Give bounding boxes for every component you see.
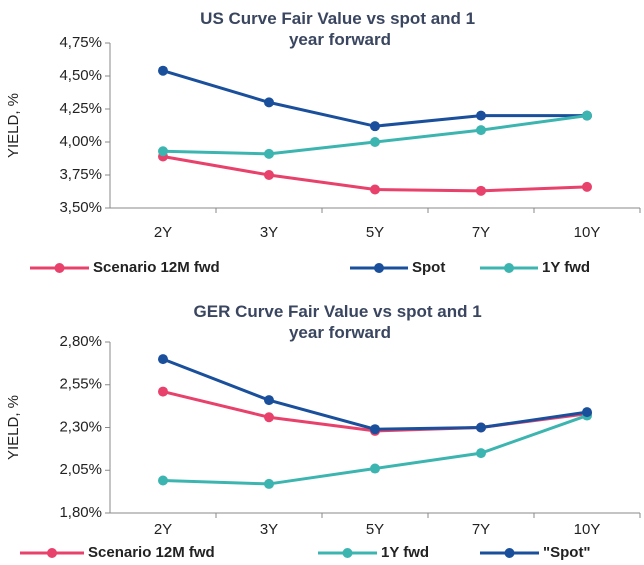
y-tick-label: 2,05% (59, 461, 102, 478)
x-tick-label: 7Y (472, 521, 490, 538)
data-point (476, 185, 486, 196)
data-point (264, 412, 274, 423)
y-tick-label: 4,00% (59, 133, 102, 150)
x-tick-label: 2Y (154, 224, 172, 241)
y-tick-label: 3,50% (59, 199, 102, 216)
data-point (370, 424, 380, 435)
x-tick-label: 5Y (366, 521, 384, 538)
data-point (158, 354, 168, 365)
data-point (370, 184, 380, 195)
y-axis-label: YIELD, % (5, 395, 22, 460)
data-point (158, 386, 168, 397)
data-point (264, 148, 274, 159)
y-tick-label: 4,75% (59, 34, 102, 51)
series-line (162, 357, 588, 431)
x-tick-label: 7Y (472, 224, 490, 241)
data-point (264, 170, 274, 180)
legend-marker (374, 263, 384, 273)
x-tick-label: 2Y (154, 521, 172, 538)
legend-label: Spot (412, 259, 445, 276)
legend-marker (504, 263, 514, 273)
data-point (582, 181, 592, 192)
data-point (158, 65, 168, 76)
y-tick-label: 2,80% (59, 333, 102, 350)
y-tick-label: 3,75% (59, 166, 102, 183)
y-axis-label: YIELD, % (5, 93, 22, 158)
y-tick-label: 2,30% (59, 418, 102, 435)
data-point (264, 478, 274, 489)
data-point (158, 146, 168, 157)
data-point (158, 475, 168, 486)
x-tick-label: 10Y (574, 224, 601, 241)
x-tick-label: 5Y (366, 224, 384, 241)
y-tick-label: 4,50% (59, 67, 102, 84)
data-point (370, 463, 380, 474)
data-point (264, 395, 274, 406)
data-point (476, 125, 486, 136)
legend-label: Scenario 12M fwd (93, 259, 220, 276)
legend-label: Scenario 12M fwd (88, 544, 215, 561)
data-point (476, 448, 486, 459)
x-tick-label: 3Y (260, 521, 278, 538)
data-point (370, 137, 380, 147)
data-point (476, 422, 486, 433)
data-point (476, 110, 486, 121)
legend-marker (54, 263, 65, 273)
data-point (264, 97, 274, 108)
x-tick-label: 10Y (574, 521, 601, 538)
data-point (582, 407, 592, 418)
legend-marker (47, 548, 57, 558)
chart-title: US Curve Fair Value vs spot and 1 year f… (200, 9, 480, 49)
data-point (370, 121, 380, 132)
legend-label: 1Y fwd (381, 544, 429, 561)
y-tick-label: 1,80% (59, 504, 102, 521)
legend-label: 1Y fwd (542, 259, 590, 276)
legend-marker (342, 548, 353, 558)
y-tick-label: 4,25% (59, 100, 102, 117)
data-point (582, 110, 592, 121)
x-tick-label: 3Y (260, 224, 278, 241)
legend-label: "Spot" (543, 544, 591, 561)
chart-title: GER Curve Fair Value vs spot and 1 year … (194, 302, 487, 342)
series-line (162, 69, 587, 128)
y-tick-label: 2,55% (59, 376, 102, 393)
legend-marker (504, 548, 515, 558)
